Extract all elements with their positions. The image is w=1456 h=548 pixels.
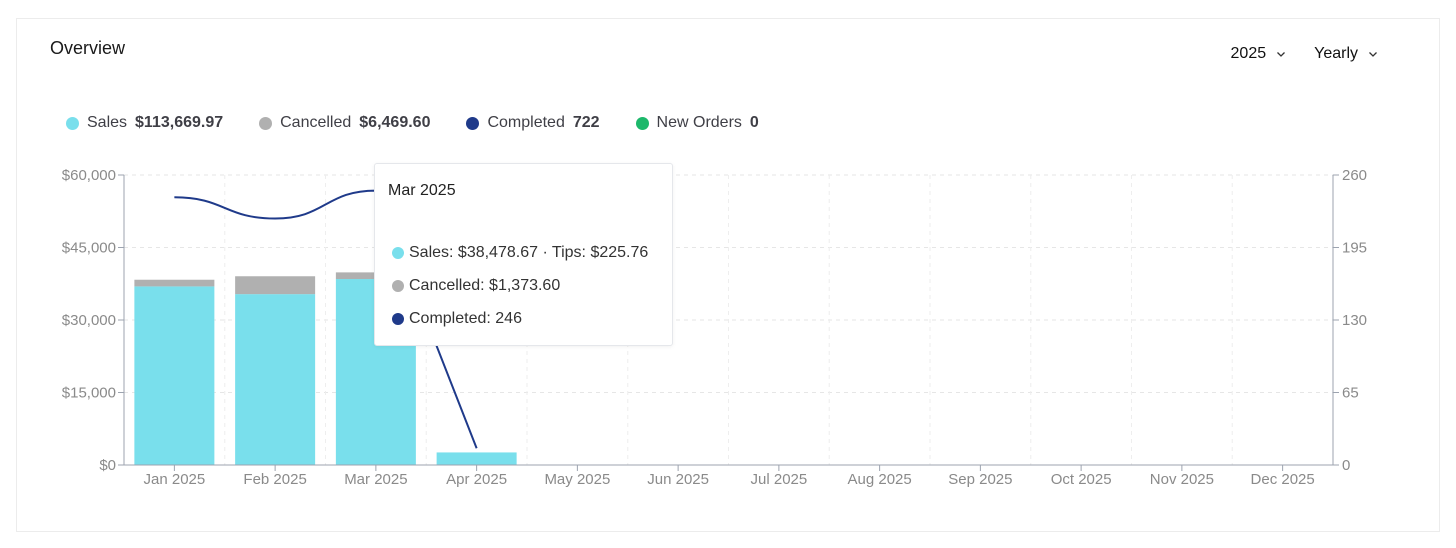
tick-label-left: $45,000 <box>62 240 116 257</box>
tooltip-dot-completed <box>392 313 404 325</box>
tick-label-x: Jun 2025 <box>647 471 709 488</box>
tick-label-x: Nov 2025 <box>1150 471 1214 488</box>
tick-label-left: $60,000 <box>62 167 116 184</box>
legend-dot-sales <box>66 116 79 130</box>
tick-label-left: $15,000 <box>62 385 116 402</box>
legend-item-cancelled[interactable]: Cancelled $6,469.60 <box>259 114 430 132</box>
legend-label: Completed <box>487 114 565 131</box>
chart-tooltip: Mar 2025 Sales: $38,478.67 · Tips: $225.… <box>374 163 673 346</box>
tick-label-x: Aug 2025 <box>848 471 912 488</box>
year-dropdown[interactable]: 2025 <box>1231 45 1287 63</box>
bar-sales <box>436 452 517 465</box>
legend-item-sales[interactable]: Sales $113,669.97 <box>66 114 223 132</box>
legend-dot-completed <box>466 116 480 130</box>
tooltip-completed-text: Completed: 246 <box>409 310 522 327</box>
legend-item-completed[interactable]: Completed 722 <box>466 114 600 132</box>
year-dropdown-value: 2025 <box>1230 45 1267 62</box>
tooltip-cancelled-text: Cancelled: $1,373.60 <box>409 277 561 294</box>
tick-label-x: Mar 2025 <box>344 471 407 488</box>
legend-label: New Orders <box>656 114 742 131</box>
legend-value: 0 <box>749 114 759 131</box>
legend-value: $6,469.60 <box>359 114 431 131</box>
legend-item-new-orders[interactable]: New Orders 0 <box>635 114 759 132</box>
tick-label-x: Jul 2025 <box>751 471 808 488</box>
tooltip-dot-sales <box>392 247 404 259</box>
tick-label-right: 130 <box>1342 312 1367 329</box>
card-title: Overview <box>50 38 126 58</box>
legend-value: $113,669.97 <box>135 114 224 131</box>
tick-label-left: $30,000 <box>62 312 116 329</box>
tick-label-x: Jan 2025 <box>144 471 206 488</box>
chart-legend: Sales $113,669.97 Cancelled $6,469.60 Co… <box>66 114 759 132</box>
period-dropdown[interactable]: Yearly <box>1314 45 1378 63</box>
tooltip-dot-cancelled <box>392 280 404 292</box>
legend-dot-new-orders <box>635 116 649 130</box>
tick-label-x: Feb 2025 <box>243 471 306 488</box>
tooltip-row-cancelled: Cancelled: $1,373.60 <box>392 277 560 295</box>
bar-sales <box>134 286 215 465</box>
chart-filters: 2025 Yearly <box>1231 45 1378 63</box>
tick-label-x: Oct 2025 <box>1051 471 1112 488</box>
tick-label-x: Sep 2025 <box>948 471 1012 488</box>
bar-cancelled <box>235 276 316 295</box>
bar-cancelled <box>134 279 215 287</box>
tick-label-right: 195 <box>1342 240 1367 257</box>
period-dropdown-value: Yearly <box>1314 45 1358 62</box>
legend-value: 722 <box>572 114 600 131</box>
legend-label: Cancelled <box>280 114 352 131</box>
legend-dot-cancelled <box>259 116 273 130</box>
chevron-down-icon <box>1277 52 1286 57</box>
tooltip-row-sales: Sales: $38,478.67 · Tips: $225.76 <box>392 244 648 262</box>
legend-label: Sales <box>87 114 128 131</box>
tooltip-sales-text: Sales: $38,478.67 · Tips: $225.76 <box>409 244 649 261</box>
tooltip-title: Mar 2025 <box>388 182 456 199</box>
tick-label-x: May 2025 <box>544 471 610 488</box>
tooltip-row-completed: Completed: 246 <box>392 310 522 328</box>
bar-sales <box>235 294 316 465</box>
tick-label-left: $0 <box>99 457 116 474</box>
chevron-down-icon <box>1369 52 1377 57</box>
tick-label-right: 0 <box>1342 457 1350 474</box>
tick-label-x: Dec 2025 <box>1251 471 1315 488</box>
tick-label-right: 65 <box>1342 385 1359 402</box>
tick-label-right: 260 <box>1342 167 1367 184</box>
tick-label-x: Apr 2025 <box>446 471 507 488</box>
